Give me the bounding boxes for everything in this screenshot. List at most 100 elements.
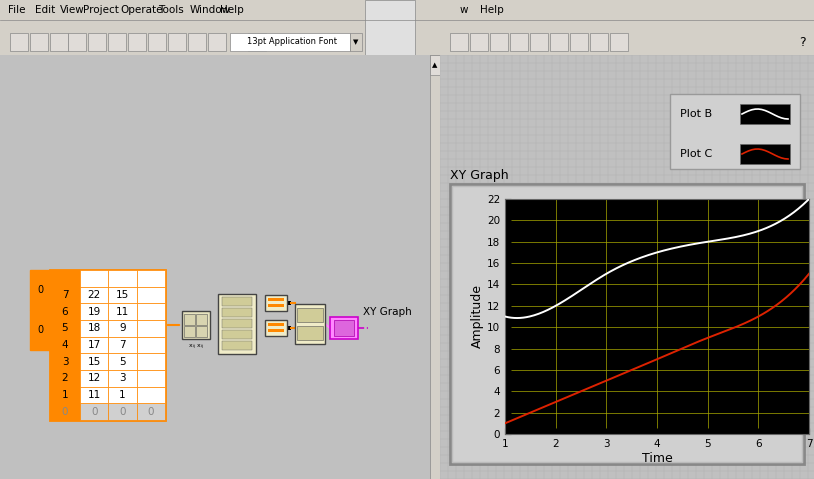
Bar: [610, 33, 628, 51]
Bar: [188, 33, 206, 51]
Bar: [208, 33, 226, 51]
Bar: [80, 337, 108, 354]
Bar: [137, 387, 165, 403]
Bar: [248, 33, 266, 51]
Bar: [137, 403, 165, 420]
Text: XY Graph: XY Graph: [450, 169, 509, 182]
Text: 0: 0: [37, 325, 43, 335]
Text: ▲: ▲: [432, 62, 438, 68]
Bar: [222, 297, 252, 306]
Bar: [265, 295, 287, 311]
X-axis label: Time: Time: [641, 452, 672, 465]
Bar: [108, 286, 137, 303]
Bar: [196, 314, 207, 325]
Text: 17: 17: [88, 340, 101, 350]
Text: 7: 7: [119, 340, 126, 350]
Bar: [0, 0, 440, 20]
Bar: [570, 33, 588, 51]
Bar: [137, 370, 165, 387]
Text: 0: 0: [147, 407, 154, 417]
Bar: [490, 33, 508, 51]
Text: File: File: [8, 5, 25, 15]
Text: 5: 5: [62, 323, 68, 333]
Text: 0: 0: [119, 407, 125, 417]
Text: ?: ?: [799, 35, 805, 48]
Bar: [182, 311, 210, 339]
Bar: [50, 33, 68, 51]
Bar: [108, 270, 137, 286]
Bar: [137, 270, 165, 286]
Bar: [50, 286, 80, 303]
Text: 18: 18: [88, 323, 101, 333]
Text: 11: 11: [116, 307, 129, 317]
Bar: [50, 370, 80, 387]
Text: View: View: [60, 5, 85, 15]
Text: 3: 3: [62, 357, 68, 366]
Bar: [330, 317, 358, 339]
Text: 15: 15: [116, 290, 129, 300]
Bar: [450, 184, 804, 464]
Bar: [670, 94, 800, 169]
Bar: [80, 370, 108, 387]
Bar: [740, 104, 790, 124]
Bar: [137, 303, 165, 320]
Bar: [450, 33, 468, 51]
Text: Operate: Operate: [120, 5, 163, 15]
Text: Help: Help: [220, 5, 243, 15]
Bar: [222, 330, 252, 339]
Text: 4: 4: [62, 340, 68, 350]
Bar: [80, 286, 108, 303]
Bar: [430, 55, 440, 75]
Bar: [50, 270, 165, 420]
Bar: [137, 286, 165, 303]
Bar: [218, 294, 256, 354]
Text: 7: 7: [62, 290, 68, 300]
Bar: [430, 55, 440, 479]
Text: 13pt Application Font: 13pt Application Font: [247, 37, 337, 46]
Text: Help: Help: [480, 5, 504, 15]
Bar: [30, 33, 48, 51]
Bar: [108, 33, 126, 51]
Text: 1: 1: [119, 390, 126, 400]
Bar: [740, 144, 790, 164]
Bar: [530, 33, 548, 51]
Bar: [265, 320, 287, 336]
Bar: [68, 33, 86, 51]
Bar: [790, 0, 814, 55]
Bar: [230, 33, 350, 51]
Text: 12: 12: [88, 373, 101, 383]
Bar: [297, 308, 323, 322]
Text: Window: Window: [190, 5, 231, 15]
Bar: [80, 403, 108, 420]
Bar: [108, 320, 137, 337]
Bar: [452, 186, 802, 462]
Text: Project: Project: [83, 5, 119, 15]
Bar: [268, 323, 284, 326]
Bar: [128, 33, 146, 51]
Text: 0: 0: [91, 407, 98, 417]
Text: ▼: ▼: [353, 39, 359, 45]
Bar: [287, 301, 291, 305]
Bar: [350, 33, 362, 51]
Bar: [590, 33, 608, 51]
Bar: [50, 354, 80, 370]
Text: 11: 11: [88, 390, 101, 400]
Text: 15: 15: [88, 357, 101, 366]
Text: 0: 0: [62, 407, 68, 417]
Bar: [184, 326, 195, 337]
Bar: [80, 303, 108, 320]
Bar: [268, 298, 284, 301]
Bar: [108, 403, 137, 420]
Bar: [222, 341, 252, 350]
Bar: [50, 403, 80, 420]
Text: 1: 1: [62, 390, 68, 400]
Text: XY Graph: XY Graph: [363, 307, 412, 317]
Bar: [168, 33, 186, 51]
Bar: [50, 270, 80, 286]
Bar: [148, 33, 166, 51]
Bar: [550, 33, 568, 51]
Text: 0: 0: [37, 285, 43, 295]
Bar: [510, 33, 528, 51]
Bar: [108, 303, 137, 320]
Bar: [80, 270, 108, 286]
